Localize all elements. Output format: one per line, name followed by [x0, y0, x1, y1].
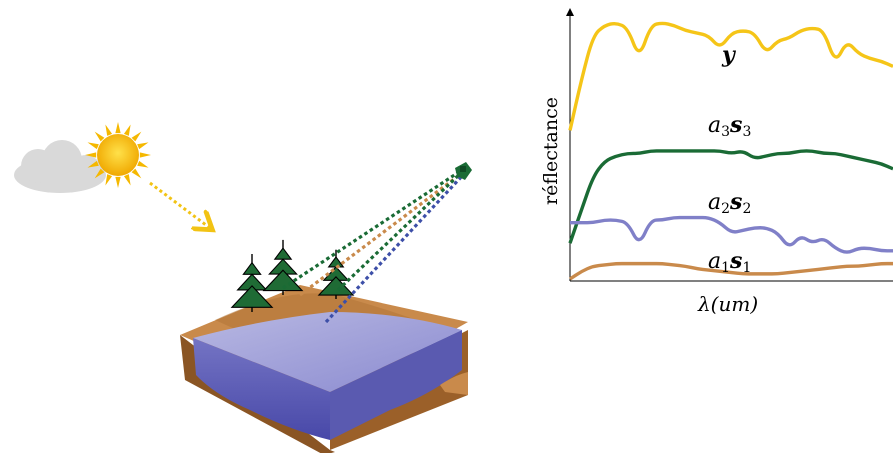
sun-ray — [131, 168, 142, 179]
reflected-rays — [282, 168, 465, 324]
sun-ray — [115, 176, 121, 188]
ray-blue — [324, 173, 465, 324]
series-line-a2s2 — [570, 215, 893, 254]
cloud-icon — [14, 140, 106, 193]
sun-ray — [94, 168, 105, 179]
sun-ray — [123, 174, 131, 186]
sun-icon — [85, 122, 151, 188]
ray-green — [282, 168, 463, 290]
sun-ray — [137, 142, 149, 150]
ray-green-2 — [336, 170, 464, 292]
tree-icon — [230, 239, 355, 312]
sun-ray — [105, 124, 113, 136]
sun-ray — [85, 152, 97, 158]
sun-ray — [115, 122, 121, 134]
sun-ray — [131, 131, 142, 142]
sun-ray — [105, 174, 113, 186]
tree-icon — [262, 239, 304, 295]
series-label-a3s3: a3s3 — [708, 112, 751, 140]
sun-ray — [94, 131, 105, 142]
series-line-a3s3 — [568, 149, 893, 244]
satellite-icon — [455, 162, 472, 180]
series-label-a1s1: a1s1 — [708, 248, 751, 276]
sun-ray — [87, 142, 99, 150]
sun-ray — [139, 152, 151, 158]
series-line-a1s1 — [569, 261, 893, 281]
series-label-a2s2: a2s2 — [708, 189, 751, 217]
incident-light-ray — [149, 181, 210, 228]
y-axis-arrow — [566, 8, 574, 16]
tree-icon — [230, 254, 274, 312]
reflectance-chart: y a3s3 a2s2 a1s1 réflectance λ(um) — [540, 8, 893, 316]
sun-ray — [87, 160, 99, 168]
x-axis-label: λ(um) — [697, 292, 758, 316]
series-line-y — [568, 21, 893, 131]
sun-ray — [123, 124, 131, 136]
ray-orange — [299, 171, 463, 297]
terrain-block — [180, 285, 468, 453]
y-axis-label: réflectance — [540, 97, 562, 205]
series-label-y: y — [721, 42, 737, 68]
sun-ray — [137, 160, 149, 168]
